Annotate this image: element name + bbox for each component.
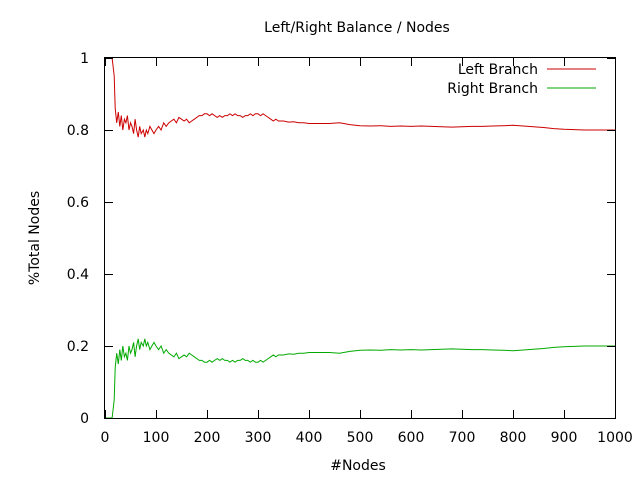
legend-label-right-branch: Right Branch [447, 81, 538, 97]
axis-layer: 0 100 200 300 400 500 600 700 800 900 1000 0 0.2 0.4 0… [67, 51, 633, 446]
legend-label-left-branch: Left Branch [458, 62, 538, 78]
x-tick-label: 100 [143, 430, 170, 446]
x-tick-label: 700 [449, 430, 476, 446]
plot-frame [104, 57, 616, 419]
series-line-left-branch [106, 57, 615, 138]
y-tick-label: 1 [80, 51, 89, 67]
x-axis-label: #Nodes [330, 458, 386, 474]
y-tick-label: 0.4 [67, 267, 89, 283]
x-tick-label: 800 [500, 430, 527, 446]
x-tick-label: 1000 [597, 430, 633, 446]
x-tick-label: 600 [398, 430, 425, 446]
x-tick-label: 0 [101, 430, 110, 446]
x-tick-label: 300 [245, 430, 272, 446]
y-tick-label: 0.6 [67, 195, 89, 211]
chart-title: Left/Right Balance / Nodes [264, 20, 450, 36]
x-tick-label: 900 [551, 430, 578, 446]
series-line-right-branch [106, 338, 615, 419]
y-tick-label: 0 [80, 411, 89, 427]
y-tick-label: 0.2 [67, 339, 89, 355]
y-tick-label: 0.8 [67, 123, 89, 139]
x-tick-label: 500 [347, 430, 374, 446]
series-layer [106, 57, 615, 419]
x-tick-label: 200 [194, 430, 221, 446]
x-tick-label: 400 [296, 430, 323, 446]
legend: Left Branch Right Branch [447, 62, 596, 97]
y-axis-label: %Total Nodes [27, 191, 43, 285]
